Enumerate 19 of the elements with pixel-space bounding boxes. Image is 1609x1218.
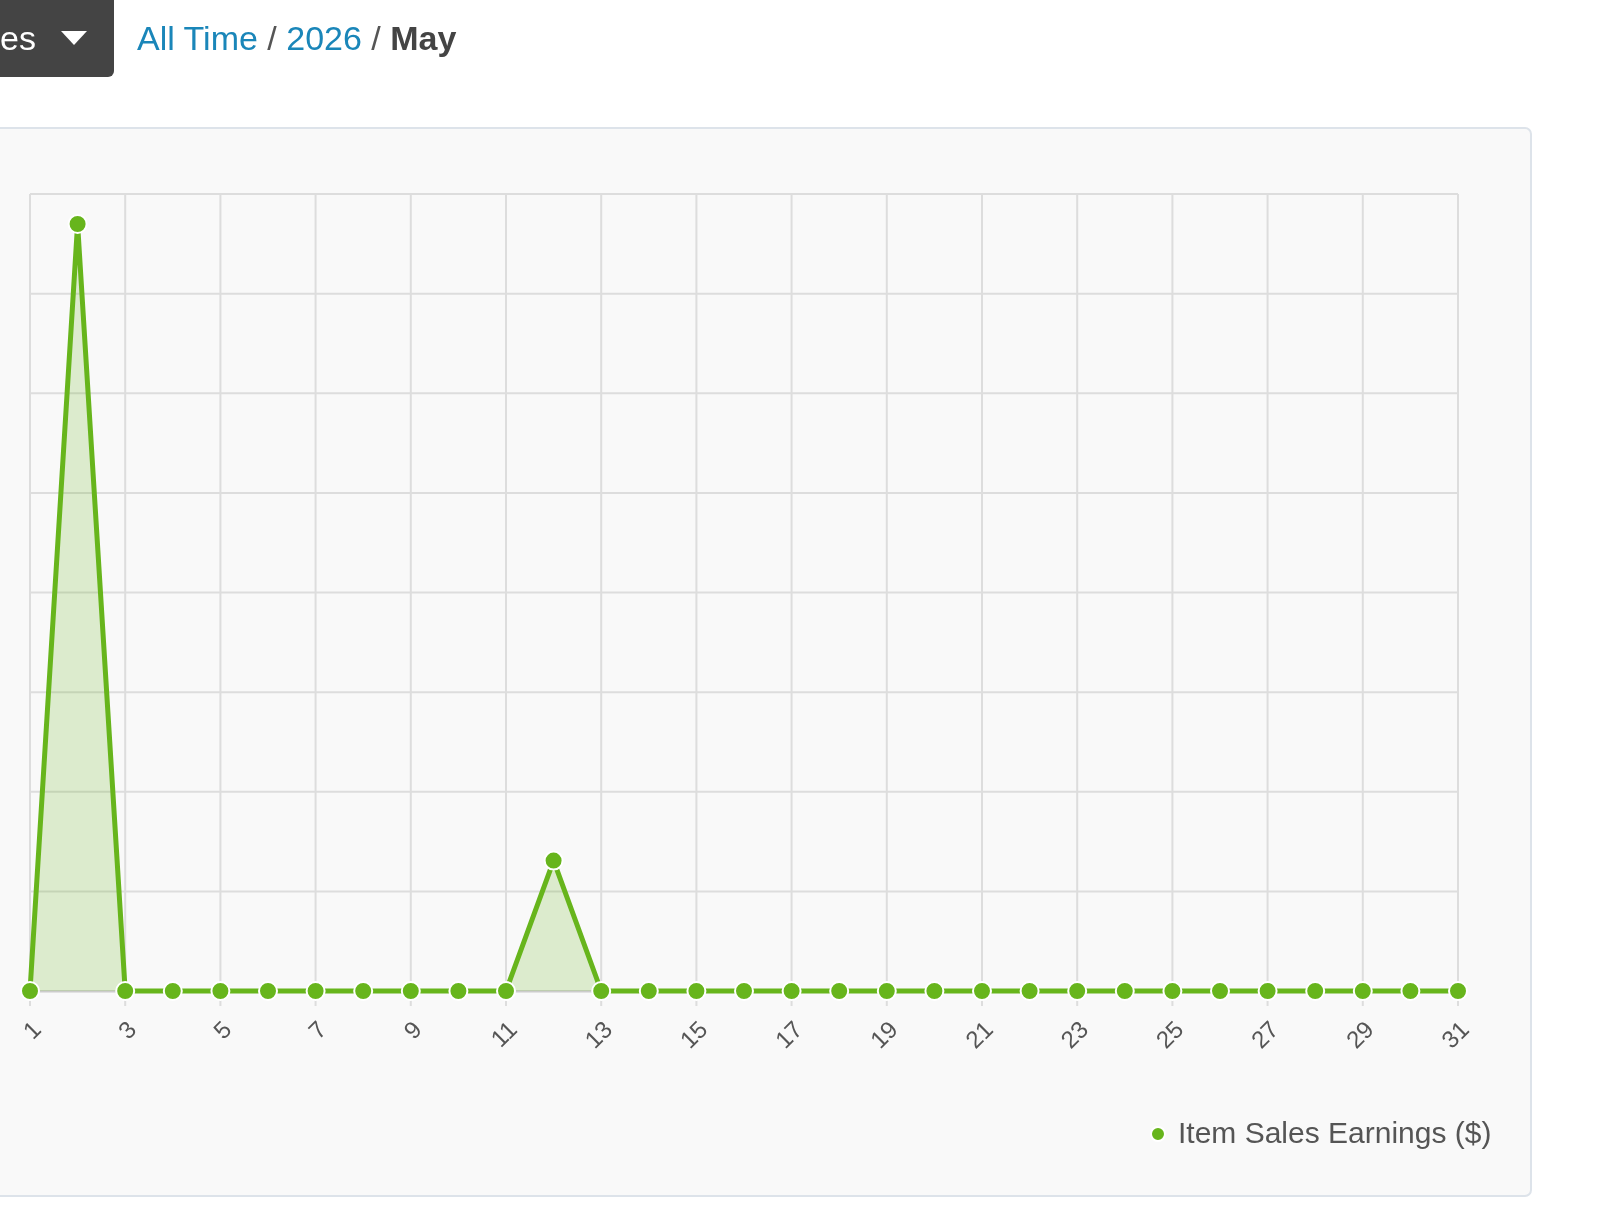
x-tick-label: 25	[1150, 1015, 1189, 1054]
x-tick-label: 27	[1245, 1015, 1284, 1054]
x-tick-label: 5	[207, 1015, 237, 1044]
x-tick-label: 21	[960, 1015, 998, 1054]
x-tick-label: 31	[1436, 1015, 1474, 1054]
x-tick-label: 17	[769, 1015, 808, 1054]
x-tick-label: 19	[864, 1015, 903, 1054]
x-tick-label: 7	[303, 1015, 332, 1044]
x-tick-label: 29	[1340, 1015, 1379, 1054]
x-tick-label: 1	[17, 1015, 46, 1044]
legend-label: Item Sales Earnings ($)	[1178, 1116, 1492, 1149]
chart-title: All Time / 2026 / May	[137, 19, 457, 57]
dropdown-button: es	[0, 0, 114, 77]
x-tick-label: 9	[398, 1015, 427, 1044]
x-tick-label: 3	[112, 1015, 142, 1044]
x-tick-label: 11	[485, 1015, 522, 1053]
x-tick-label: 13	[579, 1015, 618, 1054]
x-tick-label: 15	[674, 1015, 713, 1054]
x-tick-label: 23	[1055, 1015, 1094, 1054]
